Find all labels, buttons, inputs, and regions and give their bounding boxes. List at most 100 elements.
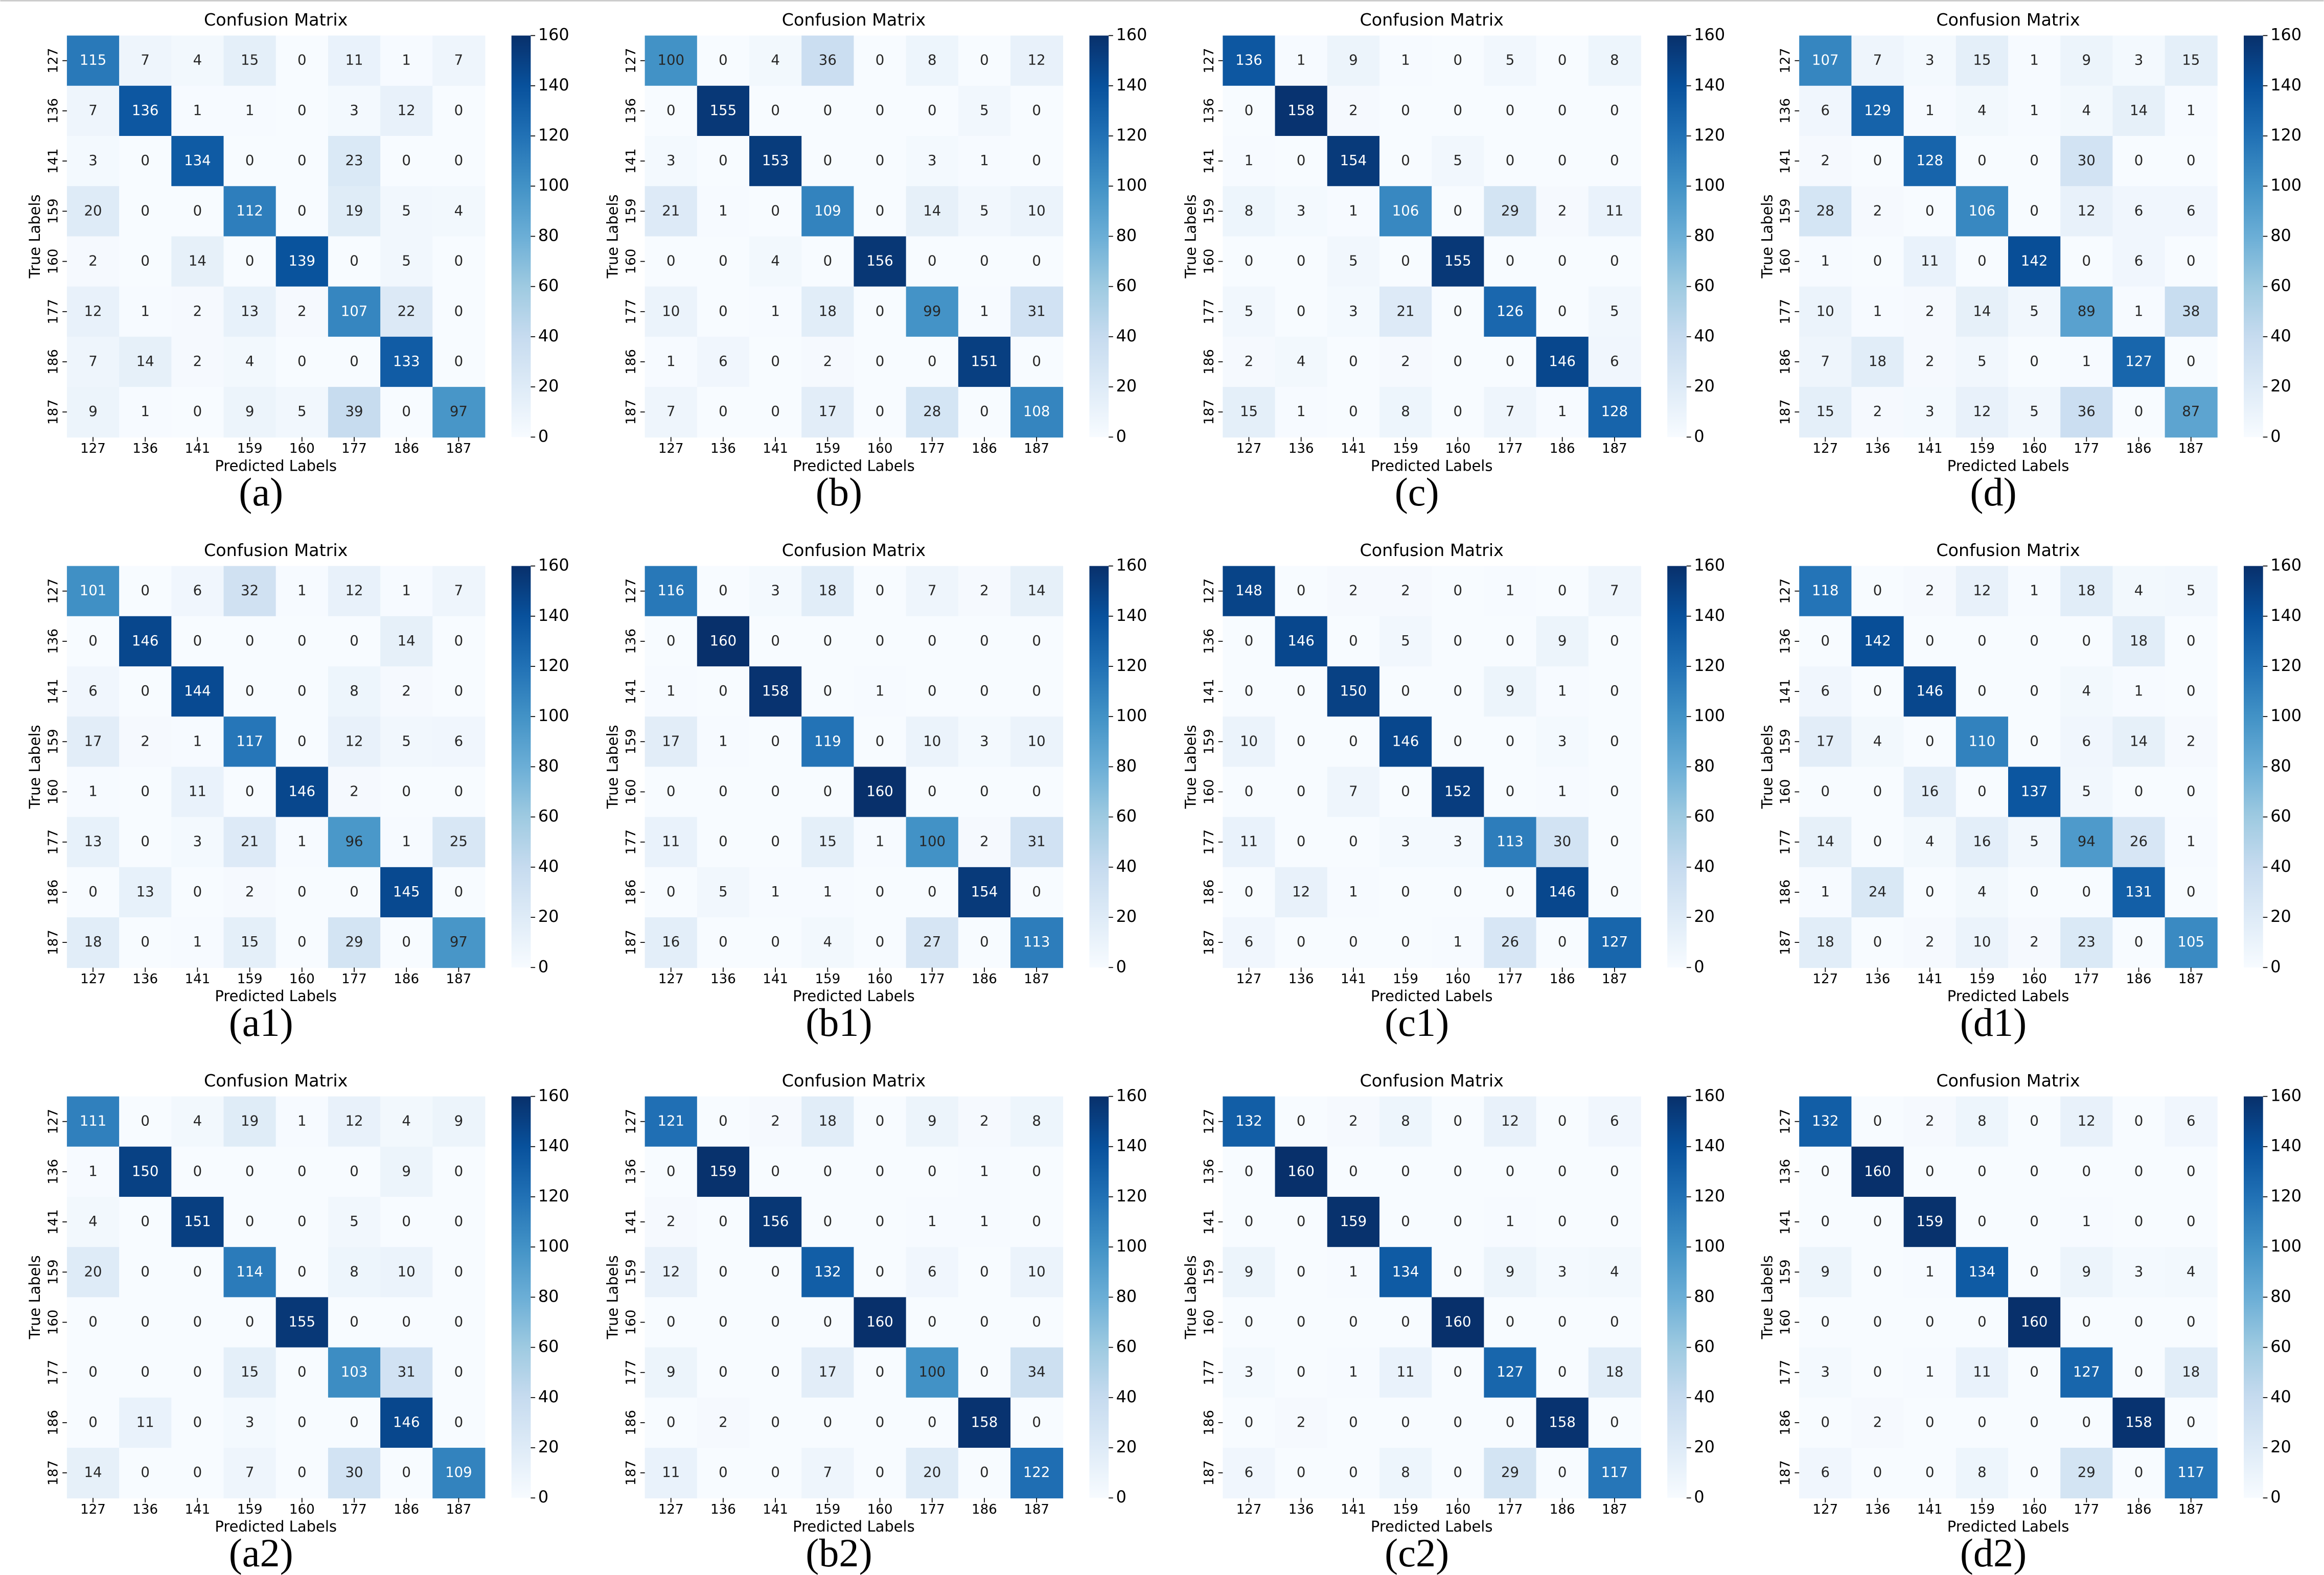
x-tick-label: 159 xyxy=(1969,1502,1995,1517)
cell-value: 5 xyxy=(1454,152,1463,169)
colorbar-tick-label: 0 xyxy=(1116,957,1126,976)
heatmap-cell xyxy=(119,1347,172,1398)
heatmap-cell xyxy=(906,35,959,86)
cell-value: 12 xyxy=(84,303,102,319)
heatmap-cell xyxy=(1327,566,1380,617)
heatmap-cell xyxy=(1379,186,1433,237)
heatmap-cell xyxy=(906,85,959,136)
x-tick-label: 127 xyxy=(80,1502,106,1517)
cell-value: 2 xyxy=(666,1213,676,1230)
cell-value: 128 xyxy=(1601,403,1628,420)
cell-value: 0 xyxy=(719,583,728,599)
cell-value: 5 xyxy=(2030,833,2039,850)
cell-value: 12 xyxy=(398,102,416,119)
cell-value: 29 xyxy=(2078,1464,2096,1480)
cell-value: 153 xyxy=(762,152,789,169)
x-tick-label: 177 xyxy=(1498,1502,1523,1517)
heatmap-cell xyxy=(1010,1096,1064,1147)
cell-value: 0 xyxy=(88,1313,98,1330)
colorbar xyxy=(2244,1096,2263,1498)
heatmap-cell xyxy=(1327,616,1380,667)
cell-value: 0 xyxy=(2030,1263,2039,1280)
heatmap-cell xyxy=(801,1347,855,1398)
heatmap-cell xyxy=(2008,917,2061,968)
heatmap-cell xyxy=(854,716,907,768)
heatmap-cell xyxy=(1851,817,1904,868)
cell-value: 0 xyxy=(1032,884,1041,900)
heatmap-cell xyxy=(1275,1247,1328,1298)
panel-title: Confusion Matrix xyxy=(1936,1071,2080,1091)
cell-value: 2 xyxy=(1401,583,1410,599)
cell-value: 152 xyxy=(1444,783,1471,800)
heatmap-cell xyxy=(1010,917,1064,968)
heatmap-cell xyxy=(380,236,433,287)
colorbar-tick-label: 160 xyxy=(1694,25,1725,44)
heatmap-cell xyxy=(1223,1096,1276,1147)
colorbar-tick-label: 140 xyxy=(1694,1136,1725,1155)
heatmap-cell xyxy=(275,1448,329,1499)
cell-value: 7 xyxy=(928,583,937,599)
x-tick-label: 141 xyxy=(1917,1502,1943,1517)
panel-title: Confusion Matrix xyxy=(782,1071,926,1091)
cell-value: 0 xyxy=(1032,683,1041,699)
y-axis-label: True Labels xyxy=(1182,1255,1199,1339)
cell-value: 0 xyxy=(980,1263,989,1280)
cell-value: 0 xyxy=(454,152,464,169)
heatmap-cell xyxy=(1484,1347,1537,1398)
heatmap-cell xyxy=(1536,236,1589,287)
heatmap-cell xyxy=(275,666,329,717)
colorbar-tick-label: 160 xyxy=(1694,555,1725,575)
heatmap-cell xyxy=(1903,817,1957,868)
cell-value: 0 xyxy=(823,633,833,649)
cell-value: 15 xyxy=(1973,52,1991,68)
y-tick-label: 159 xyxy=(1778,198,1793,224)
x-tick-label: 160 xyxy=(1445,971,1470,987)
cell-value: 0 xyxy=(719,1213,728,1230)
heatmap-cell xyxy=(2112,1397,2166,1448)
heatmap-cell xyxy=(171,767,224,818)
heatmap-cell xyxy=(1799,236,1852,287)
heatmap-cell xyxy=(1327,817,1380,868)
colorbar-tick-label: 0 xyxy=(1116,1487,1126,1507)
heatmap-cell xyxy=(328,286,381,337)
heatmap-cell xyxy=(1379,666,1433,717)
heatmap-cell xyxy=(1851,236,1904,287)
cell-value: 0 xyxy=(1610,102,1619,119)
heatmap-cell xyxy=(1223,286,1276,337)
cell-value: 19 xyxy=(241,1113,259,1129)
heatmap-cell xyxy=(1432,286,1485,337)
heatmap-cell xyxy=(906,136,959,187)
heatmap-cell xyxy=(1955,917,2009,968)
heatmap-cell xyxy=(66,1347,120,1398)
cell-value: 0 xyxy=(823,253,833,269)
colorbar-tick-label: 100 xyxy=(538,175,569,195)
cell-value: 0 xyxy=(1297,253,1306,269)
heatmap-cell xyxy=(1484,1297,1537,1348)
heatmap-cell xyxy=(1955,1297,2009,1348)
cell-value: 0 xyxy=(1821,783,1830,800)
cell-value: 21 xyxy=(662,202,680,219)
cell-value: 0 xyxy=(823,683,833,699)
colorbar-tick-label: 100 xyxy=(1116,175,1147,195)
cell-value: 0 xyxy=(1558,253,1567,269)
cell-value: 9 xyxy=(2082,1263,2091,1280)
cell-value: 9 xyxy=(666,1364,676,1380)
cell-value: 0 xyxy=(1032,1414,1041,1430)
cell-value: 15 xyxy=(1240,403,1258,420)
cell-value: 36 xyxy=(2078,403,2096,420)
cell-value: 0 xyxy=(823,1414,833,1430)
cell-value: 3 xyxy=(666,152,676,169)
heatmap-cell xyxy=(223,136,277,187)
heatmap-cell xyxy=(1903,716,1957,768)
heatmap-cell xyxy=(1484,566,1537,617)
heatmap-cell xyxy=(906,867,959,918)
heatmap-cell xyxy=(1955,1096,2009,1147)
y-tick-label: 187 xyxy=(1778,930,1793,955)
heatmap-cell xyxy=(1851,767,1904,818)
cell-value: 0 xyxy=(2134,403,2144,420)
cell-value: 7 xyxy=(1610,583,1619,599)
cell-value: 0 xyxy=(245,1163,255,1179)
colorbar-tick-label: 140 xyxy=(2270,606,2302,625)
